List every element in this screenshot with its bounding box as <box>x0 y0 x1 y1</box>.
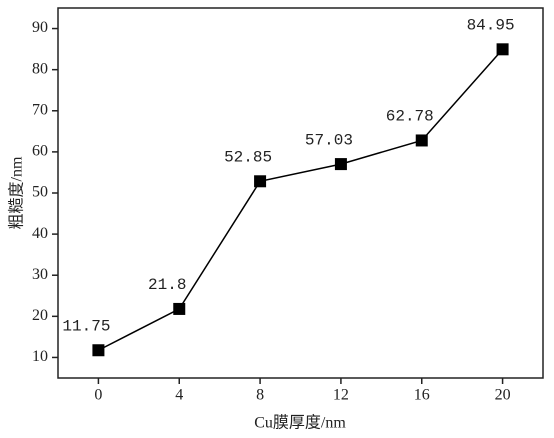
x-tick-label: 16 <box>414 387 430 404</box>
marker <box>334 158 347 171</box>
data-label: 62.78 <box>386 108 434 126</box>
x-axis-label: Cu膜厚度/nm <box>254 414 346 432</box>
data-label: 11.75 <box>62 317 110 335</box>
y-tick-label: 10 <box>32 348 48 365</box>
x-tick-label: 8 <box>256 387 264 404</box>
y-tick-label: 50 <box>32 184 48 201</box>
y-tick-label: 40 <box>32 225 48 242</box>
y-tick-label: 60 <box>32 143 48 160</box>
marker <box>173 302 186 315</box>
data-label: 21.8 <box>148 276 186 294</box>
x-tick-label: 12 <box>333 387 349 404</box>
data-label: 57.03 <box>305 131 353 149</box>
y-tick-label: 80 <box>32 60 48 77</box>
x-tick-label: 20 <box>495 387 511 404</box>
marker <box>496 43 509 56</box>
x-tick-label: 4 <box>175 387 183 404</box>
x-tick-label: 0 <box>94 387 102 404</box>
y-tick-label: 20 <box>32 307 48 324</box>
data-label: 84.95 <box>467 17 515 35</box>
y-tick-label: 90 <box>32 19 48 36</box>
y-tick-label: 70 <box>32 101 48 118</box>
data-label: 52.85 <box>224 149 272 167</box>
marker <box>254 175 267 188</box>
series-line <box>98 48 504 351</box>
marker <box>415 134 428 147</box>
plot-frame <box>57 7 544 379</box>
marker <box>92 344 105 357</box>
y-axis-label: 粗糙度/nm <box>8 156 26 229</box>
y-tick-label: 30 <box>32 266 48 283</box>
